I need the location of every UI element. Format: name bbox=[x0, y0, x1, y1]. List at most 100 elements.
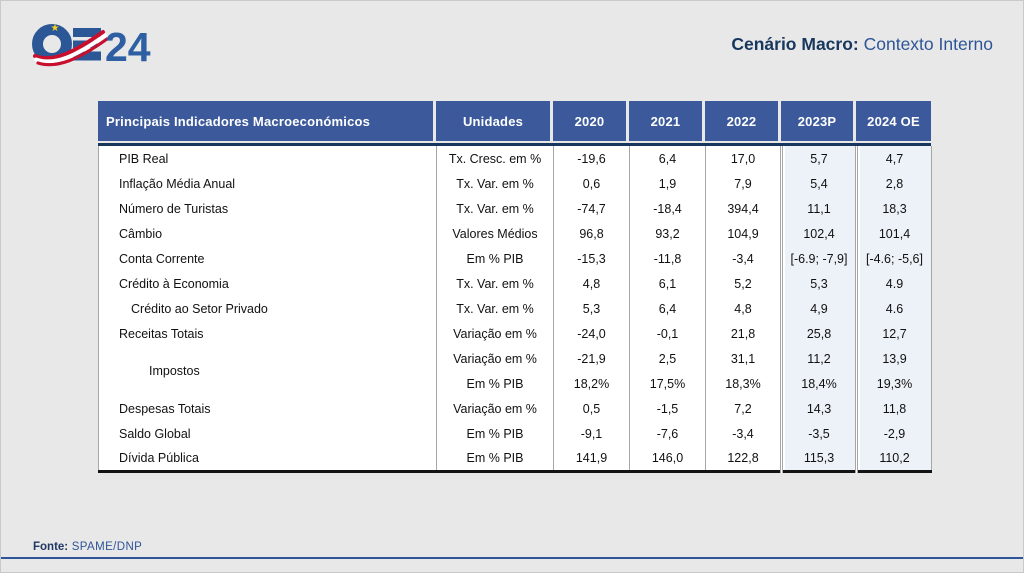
value-cell-2023p: 5,4 bbox=[780, 171, 857, 196]
value-cell-2020: 5,3 bbox=[553, 296, 630, 321]
value-cell-2020: -9,1 bbox=[553, 421, 630, 446]
table-row: Inflação Média Anual Tx. Var. em % 0,6 1,9 7… bbox=[99, 171, 932, 196]
value-cell-2023p: 11,2 bbox=[780, 346, 857, 371]
table-row: Saldo Global Em % PIB -9,1 -7,6 -3,4 -3,5 -2,9 bbox=[99, 421, 932, 446]
value-cell-2020: -15,3 bbox=[553, 246, 630, 271]
value-cell-2021: 2,5 bbox=[629, 346, 706, 371]
value-cell-2024-oe: 18,3 bbox=[855, 196, 932, 221]
value-cell-2024-oe: 12,7 bbox=[855, 321, 932, 346]
column-header-unidades: Unidades bbox=[436, 101, 553, 141]
page-title-light: Contexto Interno bbox=[863, 34, 993, 54]
table-row: Número de Turistas Tx. Var. em % -74,7 -18,… bbox=[99, 196, 932, 221]
value-cell-2021: 1,9 bbox=[629, 171, 706, 196]
table-row: Crédito ao Setor Privado Tx. Var. em % 5,3… bbox=[99, 296, 932, 321]
value-cell-2022: 31,1 bbox=[705, 346, 782, 371]
value-cell-2024-oe: -2,9 bbox=[855, 421, 932, 446]
value-cell-2024-oe: [-4.6; -5,6] bbox=[855, 246, 932, 271]
indicator-cell: Saldo Global bbox=[119, 426, 191, 441]
value-cell-2021: -18,4 bbox=[629, 196, 706, 221]
value-cell-2023p: 14,3 bbox=[780, 396, 857, 421]
oe24-logo: ★ 24 bbox=[32, 23, 151, 67]
value-cell-2023p: [-6.9; -7,9] bbox=[780, 246, 857, 271]
unit-cell: Tx. Var. em % bbox=[436, 271, 554, 296]
table-row: Impostos Variação em % -21,9 2,5 31,1 11,2 13,… bbox=[99, 346, 932, 378]
value-cell-2024-oe: 4,7 bbox=[855, 146, 932, 171]
value-cell-2022: -3,4 bbox=[705, 246, 782, 271]
value-cell-2021: -11,8 bbox=[629, 246, 706, 271]
indicator-cell: Despesas Totais bbox=[119, 401, 211, 416]
column-header-principais-indicadores-macroecon-micos: Principais Indicadores Macroeconómicos bbox=[98, 101, 436, 141]
page-title-bold: Cenário Macro: bbox=[731, 34, 859, 54]
table-row: Câmbio Valores Médios 96,8 93,2 104,9 102,4 10… bbox=[99, 221, 932, 246]
value-cell-2022: 7,2 bbox=[705, 396, 782, 421]
header-gap bbox=[98, 141, 931, 143]
value-cell-2020: -24,0 bbox=[553, 321, 630, 346]
value-cell-2020: -74,7 bbox=[553, 196, 630, 221]
source-note: Fonte: SPAME/DNP bbox=[33, 541, 142, 553]
value-cell-2023p: 18,4% bbox=[780, 371, 857, 396]
value-cell-2023p: 4,9 bbox=[780, 296, 857, 321]
value-cell-2020: 141,9 bbox=[553, 446, 630, 471]
table-row: Crédito à Economia Tx. Var. em % 4,8 6,1 5,2… bbox=[99, 271, 932, 296]
column-header-2022: 2022 bbox=[705, 101, 781, 141]
unit-cell: Tx. Cresc. em % bbox=[436, 146, 554, 171]
header-rule bbox=[98, 143, 931, 146]
table-header-row: Principais Indicadores Macroeconómicos Un… bbox=[98, 101, 931, 141]
value-cell-2022: 5,2 bbox=[705, 271, 782, 296]
unit-cell: Em % PIB bbox=[436, 421, 554, 446]
value-cell-2023p: 5,3 bbox=[780, 271, 857, 296]
indicator-cell: Número de Turistas bbox=[119, 201, 229, 216]
value-cell-2020: 96,8 bbox=[553, 221, 630, 246]
value-cell-2024-oe: 19,3% bbox=[855, 371, 932, 396]
value-cell-2021: 146,0 bbox=[629, 446, 706, 471]
table-body: PIB Real Tx. Cresc. em % -19,6 6,4 17,0 5,7 4,… bbox=[98, 146, 932, 473]
value-cell-2022: 394,4 bbox=[705, 196, 782, 221]
value-cell-2024-oe: 101,4 bbox=[855, 221, 932, 246]
value-cell-2024-oe: 13,9 bbox=[855, 346, 932, 371]
unit-cell: Em % PIB bbox=[436, 371, 554, 396]
value-cell-2024-oe: 11,8 bbox=[855, 396, 932, 421]
value-cell-2023p: 102,4 bbox=[780, 221, 857, 246]
indicator-cell: Crédito à Economia bbox=[119, 276, 229, 291]
indicator-cell: Câmbio bbox=[119, 226, 163, 241]
unit-cell: Tx. Var. em % bbox=[436, 171, 554, 196]
column-header-2020: 2020 bbox=[553, 101, 629, 141]
value-cell-2022: 17,0 bbox=[705, 146, 782, 171]
value-cell-2022: 21,8 bbox=[705, 321, 782, 346]
value-cell-2020: 18,2% bbox=[553, 371, 630, 396]
value-cell-2022: -3,4 bbox=[705, 421, 782, 446]
indicator-cell: PIB Real bbox=[119, 151, 169, 166]
value-cell-2020: 0,6 bbox=[553, 171, 630, 196]
value-cell-2021: 6,1 bbox=[629, 271, 706, 296]
swoosh-red-bottom bbox=[36, 37, 109, 67]
value-cell-2022: 18,3% bbox=[705, 371, 782, 396]
unit-cell: Variação em % bbox=[436, 321, 554, 346]
indicator-cell: Crédito ao Setor Privado bbox=[131, 301, 268, 316]
value-cell-2021: 93,2 bbox=[629, 221, 706, 246]
value-cell-2021: 6,4 bbox=[629, 146, 706, 171]
table-row: Conta Corrente Em % PIB -15,3 -11,8 -3,4 [-6.… bbox=[99, 246, 932, 271]
indicator-cell: Inflação Média Anual bbox=[119, 176, 236, 191]
value-cell-2021: -1,5 bbox=[629, 396, 706, 421]
value-cell-2020: -19,6 bbox=[553, 146, 630, 171]
unit-cell: Valores Médios bbox=[436, 221, 554, 246]
indicator-cell: Impostos bbox=[149, 364, 200, 378]
indicator-cell: Dívida Pública bbox=[119, 450, 199, 465]
source-label: Fonte: bbox=[33, 541, 69, 553]
value-cell-2023p: 25,8 bbox=[780, 321, 857, 346]
column-header-2024-oe: 2024 OE bbox=[856, 101, 931, 141]
value-cell-2024-oe: 110,2 bbox=[855, 446, 932, 471]
oe-logo-mark: ★ bbox=[32, 23, 109, 67]
value-cell-2022: 104,9 bbox=[705, 221, 782, 246]
unit-cell: Em % PIB bbox=[436, 246, 554, 271]
unit-cell: Tx. Var. em % bbox=[436, 296, 554, 321]
value-cell-2021: 6,4 bbox=[629, 296, 706, 321]
value-cell-2021: 17,5% bbox=[629, 371, 706, 396]
table-row: Receitas Totais Variação em % -24,0 -0,1 21,… bbox=[99, 321, 932, 346]
value-cell-2024-oe: 4.9 bbox=[855, 271, 932, 296]
unit-cell: Tx. Var. em % bbox=[436, 196, 554, 221]
table-row: PIB Real Tx. Cresc. em % -19,6 6,4 17,0 5,7 4,… bbox=[99, 146, 932, 171]
value-cell-2022: 4,8 bbox=[705, 296, 782, 321]
value-cell-2021: -0,1 bbox=[629, 321, 706, 346]
unit-cell: Variação em % bbox=[436, 346, 554, 371]
